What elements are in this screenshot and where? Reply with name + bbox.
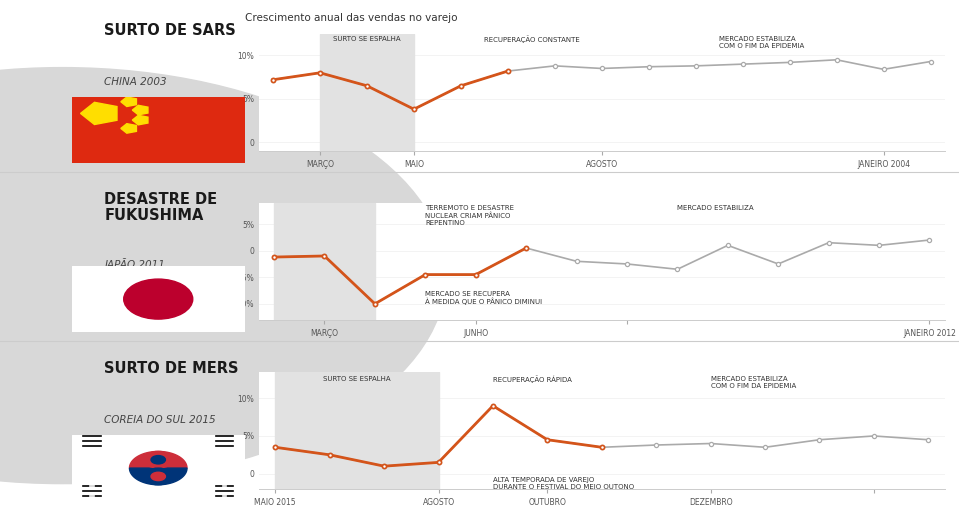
Circle shape (124, 279, 193, 319)
Text: RECUPERAÇÃO CONSTANTE: RECUPERAÇÃO CONSTANTE (484, 35, 580, 43)
Text: ALTA TEMPORADA DE VAREJO
DURANTE O FESTIVAL DO MEIO OUTONO: ALTA TEMPORADA DE VAREJO DURANTE O FESTI… (493, 477, 634, 490)
Text: CHINA 2003: CHINA 2003 (105, 77, 167, 87)
Text: JAPÃO 2011: JAPÃO 2011 (105, 258, 165, 270)
Text: TERREMOTO E DESASTRE
NUCLEAR CRIAM PÂNICO
REPENTINO: TERREMOTO E DESASTRE NUCLEAR CRIAM PÂNIC… (425, 205, 514, 226)
Circle shape (152, 456, 166, 464)
Text: Crescimento anual das vendas no varejo: Crescimento anual das vendas no varejo (245, 13, 457, 23)
Text: MERCADO ESTABILIZA
COM O FIM DA EPIDEMIA: MERCADO ESTABILIZA COM O FIM DA EPIDEMIA (719, 35, 805, 48)
Text: SURTO DE MERS: SURTO DE MERS (105, 361, 239, 375)
Text: COREIA DO SUL 2015: COREIA DO SUL 2015 (105, 415, 216, 425)
Circle shape (0, 68, 446, 484)
Circle shape (144, 468, 173, 485)
Polygon shape (129, 451, 187, 468)
Text: SURTO SE ESPALHA: SURTO SE ESPALHA (323, 375, 390, 382)
Text: MERCADO ESTABILIZA: MERCADO ESTABILIZA (677, 205, 754, 212)
Text: MERCADO SE RECUPERA
À MEDIDA QUE O PÂNICO DIMINUI: MERCADO SE RECUPERA À MEDIDA QUE O PÂNIC… (425, 291, 543, 305)
Polygon shape (129, 468, 187, 485)
Text: DESASTRE DE
FUKUSHIMA: DESASTRE DE FUKUSHIMA (105, 192, 218, 223)
Bar (274, 203, 375, 320)
Circle shape (152, 472, 166, 480)
Text: RECUPERAÇÃO RÁPIDA: RECUPERAÇÃO RÁPIDA (493, 375, 572, 383)
Text: SURTO SE ESPALHA: SURTO SE ESPALHA (333, 35, 401, 42)
Bar (275, 372, 438, 489)
Text: MERCADO ESTABILIZA
COM O FIM DA EPIDEMIA: MERCADO ESTABILIZA COM O FIM DA EPIDEMIA (711, 375, 796, 388)
Circle shape (144, 451, 173, 468)
Text: SURTO DE SARS: SURTO DE SARS (105, 23, 236, 37)
Bar (320, 34, 414, 151)
